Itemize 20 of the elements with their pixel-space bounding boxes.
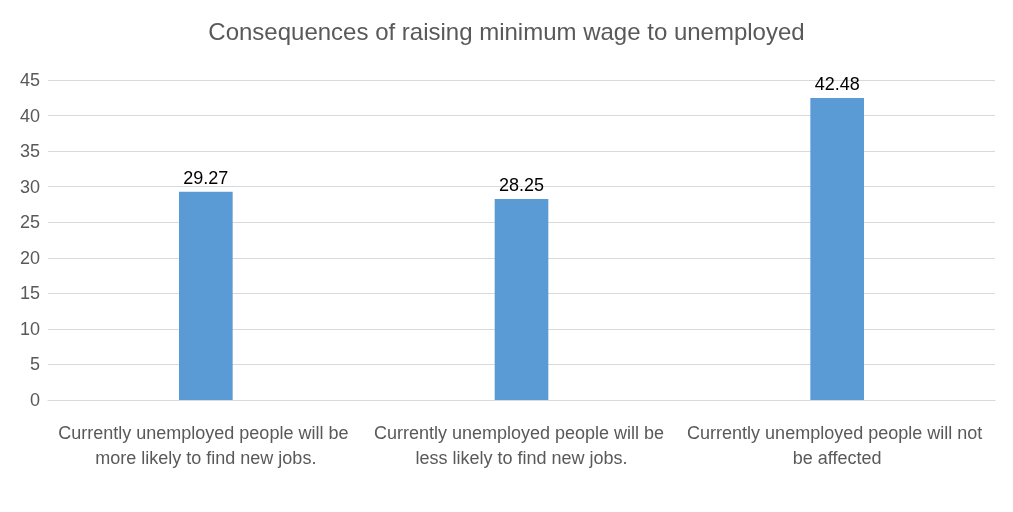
y-tick-label: 5 (29, 354, 40, 375)
y-tick-label: 10 (19, 318, 40, 339)
bar (810, 97, 864, 400)
y-tick-label: 15 (19, 283, 40, 304)
x-tick-label: Currently unemployed people will be less likely to find new jobs. (373, 422, 670, 468)
y-tick-label: 40 (19, 105, 40, 126)
data-label: 29.27 (183, 167, 229, 188)
data-label: 28.25 (498, 175, 545, 196)
bar (494, 199, 549, 400)
y-tick-label: 20 (19, 247, 40, 268)
y-tick-label: 0 (29, 390, 40, 410)
y-tick-label: 45 (19, 70, 40, 90)
y-tick-label: 35 (19, 141, 40, 162)
x-tick-label: Currently unemployed people will be more likely to find new jobs. (58, 422, 354, 468)
y-tick-label: 30 (19, 176, 40, 197)
bar (179, 191, 233, 400)
x-tick-label: Currently unemployed people will not be affected (687, 422, 988, 468)
data-label: 42.48 (814, 73, 860, 94)
y-tick-label: 25 (19, 212, 40, 233)
chart-title: Consequences of raising minimum wage to unemployed (208, 17, 805, 45)
